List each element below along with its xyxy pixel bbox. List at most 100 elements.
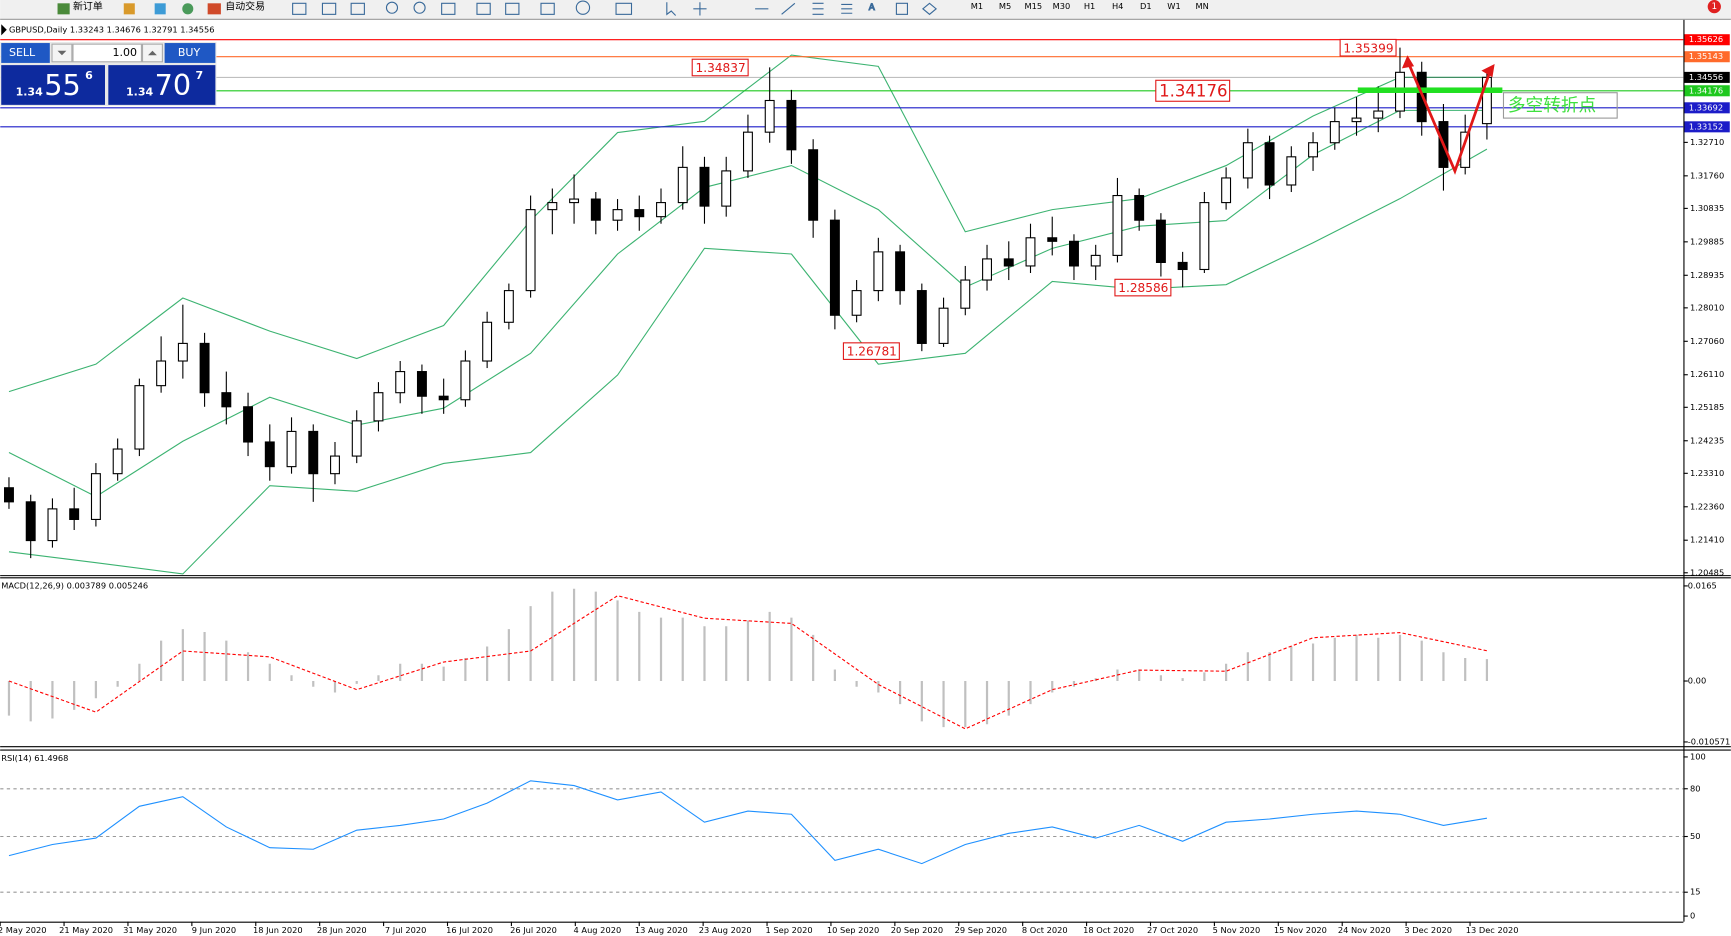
zoom-in[interactable] (385, 1, 399, 14)
buy-label[interactable]: BUY (178, 46, 201, 59)
cursor-tool[interactable] (666, 2, 677, 16)
timeframe-button[interactable]: M1 (971, 1, 983, 11)
sell-button[interactable] (1, 43, 50, 63)
timeframe-button[interactable]: M15 (1024, 1, 1042, 11)
candle-body (134, 385, 145, 450)
arrow-head (1401, 55, 1415, 69)
x-tick-label: 13 Aug 2020 (635, 925, 688, 935)
x-tick-label: 23 Aug 2020 (699, 925, 752, 935)
candle-body (243, 406, 254, 443)
y-tick-label: 1.30835 (1690, 203, 1724, 213)
price-level-label: 1.35143 (1689, 51, 1723, 61)
toolbar-icon[interactable] (575, 0, 591, 15)
buy-button[interactable] (164, 43, 216, 63)
sell-label[interactable]: SELL (9, 46, 36, 59)
x-tick-label: 29 Sep 2020 (955, 925, 1007, 935)
price-level-tag (1684, 121, 1730, 133)
y-tick-label: 1.28010 (1690, 302, 1724, 312)
toolbar-icon[interactable] (441, 2, 456, 15)
toolbar-icon[interactable] (540, 2, 555, 15)
auto-trading-button[interactable]: 自动交易 (225, 0, 265, 13)
candle-body (1047, 237, 1058, 242)
candle-body (808, 149, 819, 221)
y-tick-label: 1.27060 (1690, 336, 1724, 346)
toolbar-icon[interactable] (476, 2, 491, 15)
candle-body (938, 307, 949, 344)
toolbar-icon[interactable] (505, 2, 520, 15)
timeframe-button[interactable]: MN (1195, 1, 1208, 11)
fibo-tool[interactable] (812, 2, 824, 15)
buy-price-big: 1.34 (126, 86, 154, 99)
candle-body (1329, 121, 1340, 144)
y-tick-label: 1.22360 (1690, 501, 1724, 511)
candle-body (1351, 117, 1362, 123)
price-level-label: 1.34556 (1689, 72, 1723, 82)
timeframe-button[interactable]: H1 (1084, 1, 1095, 11)
timeframe-button[interactable]: M30 (1053, 1, 1071, 11)
candle-body (851, 290, 862, 316)
candle-body (503, 290, 514, 323)
toolbar-icon[interactable] (321, 2, 337, 15)
new-order-icon[interactable] (57, 3, 70, 15)
timeframe-button[interactable]: M5 (999, 1, 1011, 11)
candle-body (569, 198, 580, 204)
candle-body (1090, 254, 1101, 267)
toolbar-icon[interactable] (182, 3, 194, 15)
toolbar-icon[interactable] (350, 2, 365, 15)
price-level-tag (1684, 85, 1730, 97)
toolbar-icon[interactable] (123, 3, 135, 15)
candle-body (677, 166, 688, 204)
sell-price-box[interactable] (1, 65, 105, 105)
note-text: 多空转折点 (1508, 95, 1596, 116)
toolbar-icon[interactable] (154, 3, 166, 15)
channel-tool[interactable] (841, 3, 853, 14)
zoom-out[interactable] (413, 1, 426, 14)
price-level-tag (1684, 34, 1730, 46)
candle-body (221, 392, 232, 408)
rsi-pane (0, 780, 1684, 893)
y-tick-label: 1.20485 (1690, 567, 1724, 577)
macd-legend: MACD(12,26,9) 0.003789 0.005246 (1, 581, 148, 591)
auto-trading-icon[interactable] (207, 3, 221, 15)
candle-body (895, 251, 906, 292)
pivot-bar (1357, 87, 1503, 93)
price-annotation-box (691, 58, 749, 77)
lots-value[interactable]: 1.00 (112, 46, 137, 59)
text-tool[interactable]: A (868, 3, 875, 14)
indicator-line (8, 148, 1488, 575)
overlay: 1.34837 1.35399 1.34176 1.28586 1.26781 多空转折点 (691, 38, 1618, 360)
new-order-button[interactable]: 新订单 (73, 0, 103, 13)
sell-price-big: 1.34 (16, 86, 44, 99)
toolbar-icon[interactable] (292, 2, 307, 15)
indicator-line (8, 595, 1488, 730)
candle-body (1460, 131, 1471, 168)
candle-body (460, 360, 471, 401)
buy-price-box[interactable] (108, 65, 216, 105)
x-tick-label: 18 Oct 2020 (1083, 925, 1134, 935)
trendline-tool[interactable] (781, 2, 796, 15)
candle-body (1177, 261, 1188, 271)
price-annotation: 1.35399 (1343, 41, 1393, 55)
x-tick-label: 24 Nov 2020 (1338, 925, 1391, 935)
spinner-arrow (57, 50, 67, 56)
label-tool[interactable] (895, 2, 908, 15)
note-box (1502, 92, 1618, 119)
candle-body (308, 430, 319, 475)
sell-price-small: 6 (85, 69, 93, 82)
toolbar-icon[interactable] (615, 2, 633, 15)
candle-body (960, 279, 971, 309)
timeframe-button[interactable]: W1 (1167, 1, 1180, 11)
lots-input[interactable] (72, 43, 142, 63)
candle-body (1134, 194, 1145, 221)
arrow-tool[interactable] (922, 2, 938, 16)
candle-body (1199, 202, 1210, 271)
y-tick-label: 100 (1690, 751, 1706, 761)
crosshair-tool[interactable] (693, 2, 707, 16)
y-tick-label: 1.26110 (1690, 369, 1724, 379)
notification-badge[interactable] (1707, 0, 1721, 14)
timeframe-button[interactable]: D1 (1140, 1, 1152, 11)
candle-body (612, 209, 623, 221)
timeframe-button[interactable]: H4 (1112, 1, 1123, 11)
candle-body (699, 166, 710, 207)
x-tick-label: 31 May 2020 (123, 925, 177, 935)
